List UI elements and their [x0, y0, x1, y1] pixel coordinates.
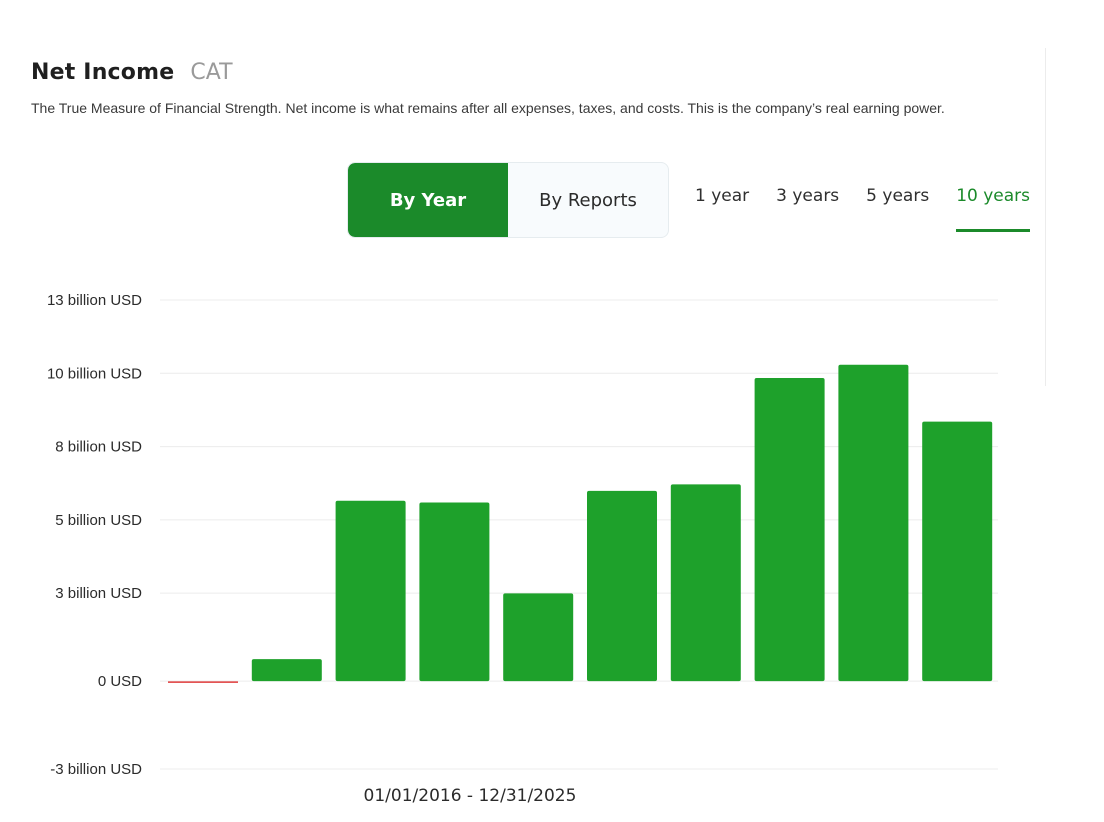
y-tick-label: 10 billion USD — [47, 365, 142, 382]
date-range-label: 01/01/2016 - 12/31/2025 — [363, 786, 577, 806]
y-tick-label: 5 billion USD — [55, 512, 142, 529]
ticker-symbol: CAT — [190, 60, 233, 85]
period-tabs: 1 year 3 years 5 years 10 years — [695, 186, 1030, 232]
title-row: Net Income CAT — [31, 60, 1011, 85]
bar-2024 — [838, 364, 909, 682]
bar-2018 — [335, 500, 406, 682]
bar-2021 — [587, 490, 657, 682]
bar-2023 — [754, 377, 825, 682]
panel-divider — [1045, 48, 1046, 386]
tab-10-years[interactable]: 10 years — [956, 186, 1030, 232]
by-year-button[interactable]: By Year — [348, 163, 508, 237]
bar-2019 — [419, 502, 490, 682]
chart-description: The True Measure of Financial Strength. … — [31, 100, 945, 116]
bar-2020 — [503, 593, 574, 682]
y-tick-label: 13 billion USD — [47, 292, 142, 309]
tab-3-years[interactable]: 3 years — [776, 186, 840, 206]
bar-2022 — [670, 484, 741, 682]
y-tick-label: 0 USD — [98, 673, 142, 690]
bar-2017 — [251, 659, 322, 682]
y-tick-label: 3 billion USD — [55, 585, 142, 602]
y-tick-label: 8 billion USD — [55, 439, 142, 456]
chart-header: Net Income CAT The True Measure of Finan… — [31, 60, 1011, 118]
view-mode-toggle: By Year By Reports — [347, 162, 669, 238]
bar-2025 — [922, 421, 993, 682]
tab-1-year[interactable]: 1 year — [695, 186, 750, 206]
y-tick-label: -3 billion USD — [50, 761, 142, 778]
page-title: Net Income — [31, 60, 175, 85]
by-reports-button[interactable]: By Reports — [539, 189, 637, 211]
tab-5-years[interactable]: 5 years — [866, 186, 930, 206]
